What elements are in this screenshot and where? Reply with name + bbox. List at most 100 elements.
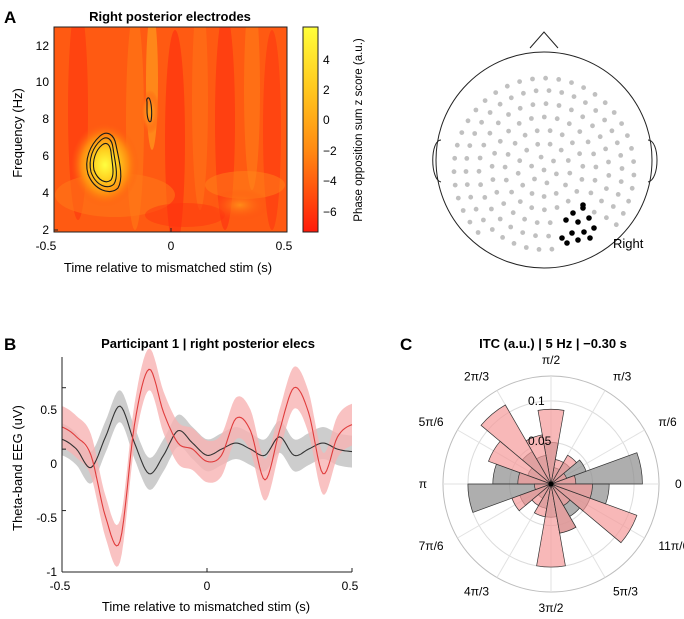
trace-y-tick: 0: [50, 457, 57, 471]
electrode-dot: [569, 107, 574, 113]
trace-title: Participant 1 | right posterior elecs: [101, 336, 315, 351]
electrode-dot: [452, 155, 458, 161]
heatmap-title: Right posterior electrodes: [89, 9, 251, 24]
electrode-dot: [476, 168, 482, 174]
colorbar-tick: −4: [323, 174, 337, 188]
trace-x-tick: 0.5: [342, 579, 359, 593]
electrode-dot: [569, 80, 574, 85]
heatmap-x-label: Time relative to mismatched stim (s): [64, 260, 272, 275]
selected-electrode-dot: [591, 225, 597, 231]
electrode-dot: [530, 76, 535, 82]
electrode-dot: [538, 154, 544, 160]
heatmap-y-tick: 12: [36, 39, 50, 53]
electrode-dot: [472, 131, 478, 136]
cluster-contour-small: [146, 97, 153, 123]
polar-angle-label: 5π/3: [613, 584, 638, 598]
electrode-dot: [504, 83, 510, 89]
electrode-dot: [512, 140, 518, 146]
electrode-dot: [464, 182, 470, 188]
electrode-dot: [604, 186, 609, 192]
electrode-dot: [530, 102, 536, 108]
electrode-dot: [554, 171, 559, 177]
polar-angle-label: 3π/2: [539, 601, 564, 615]
heatmap-image: [54, 27, 287, 232]
head-right-label: Right: [613, 236, 644, 251]
electrode-dot: [534, 128, 540, 134]
electrode-dot: [593, 164, 599, 170]
electrode-dot: [467, 219, 473, 225]
cluster-contour-outer: [86, 132, 122, 192]
electrode-dot: [497, 138, 503, 144]
electrode-dot: [454, 142, 460, 148]
electrode-dot: [520, 230, 526, 236]
electrode-dot: [523, 245, 529, 250]
electrode-dot: [534, 220, 540, 226]
electrode-dot: [574, 189, 580, 194]
electrode-dot: [506, 128, 511, 134]
polar-radial-label: 0.05: [528, 434, 552, 448]
electrode-dot: [510, 210, 516, 216]
trace-ticks: [61, 387, 353, 573]
electrode-dot: [591, 209, 597, 215]
electrode-dot: [517, 199, 523, 205]
left-ear: [432, 139, 442, 183]
polar-angle-label: π/3: [613, 370, 632, 384]
right-ear: [647, 139, 658, 183]
electrode-dot: [459, 130, 465, 136]
cluster-contour-inner: [92, 142, 114, 183]
electrode-dot: [556, 103, 562, 108]
electrode-dot: [618, 179, 624, 185]
electrode-dot: [529, 163, 534, 169]
electrode-dot: [467, 143, 473, 149]
electrode-dot: [541, 194, 547, 199]
panel-letter-c: C: [400, 335, 412, 354]
colorbar-tick: 2: [323, 83, 330, 97]
polar-angle-label: 2π/3: [464, 370, 489, 384]
electrode-dot: [477, 155, 483, 161]
electrode-dot: [583, 100, 588, 105]
electrode-dot: [577, 151, 582, 157]
electrode-dot: [460, 208, 466, 213]
electrode-dot: [533, 233, 538, 239]
electrode-dot: [522, 216, 527, 222]
heatmap-y-tick: 10: [36, 75, 50, 89]
head-outline: [435, 51, 653, 269]
electrode-dot: [516, 121, 522, 126]
electrode-dot: [500, 235, 505, 240]
electrode-dot: [543, 101, 549, 107]
heatmap-x-tick-labels: -0.5 0 0.5: [36, 239, 293, 253]
red-polar-bar: [517, 472, 552, 485]
electrode-dot: [487, 130, 493, 136]
electrode-dot: [533, 88, 539, 94]
electrode-dot: [509, 189, 514, 195]
trace-y-tick-labels: 0.5 0 -0.5 -1: [36, 403, 57, 579]
polar-angle-label: 5π/6: [419, 415, 444, 429]
polar-angle-label: π/2: [542, 353, 561, 367]
polar-angle-label: 0: [675, 477, 682, 491]
colorbar: [302, 26, 319, 233]
electrode-dot: [522, 132, 528, 138]
electrode-dot: [475, 230, 481, 235]
electrode-dot: [451, 169, 457, 175]
electrode-dot: [479, 119, 484, 125]
heatmap-y-tick: 2: [42, 223, 49, 237]
electrode-dot: [505, 152, 511, 157]
electrode-dot: [481, 142, 487, 148]
electrode-dot: [524, 147, 530, 153]
electrode-dot: [629, 146, 634, 151]
electrode-dot: [606, 173, 612, 178]
red-confidence-band: [62, 348, 352, 567]
red-polar-bar: [536, 483, 566, 568]
electrode-dot: [614, 140, 620, 146]
electrode-dot: [473, 107, 479, 113]
gray-polar-bar: [467, 483, 552, 513]
electrode-dot: [473, 206, 479, 212]
electrode-dot: [563, 182, 568, 188]
electrode-dot: [554, 205, 560, 210]
electrode-dot: [571, 94, 577, 99]
significance-contours: [86, 97, 153, 192]
electrode-dot: [556, 77, 562, 82]
heatmap-y-tick-labels: 2 4 6 8 10 12: [36, 39, 50, 237]
electrode-dot: [551, 158, 556, 164]
selected-electrode-dot: [575, 237, 581, 243]
